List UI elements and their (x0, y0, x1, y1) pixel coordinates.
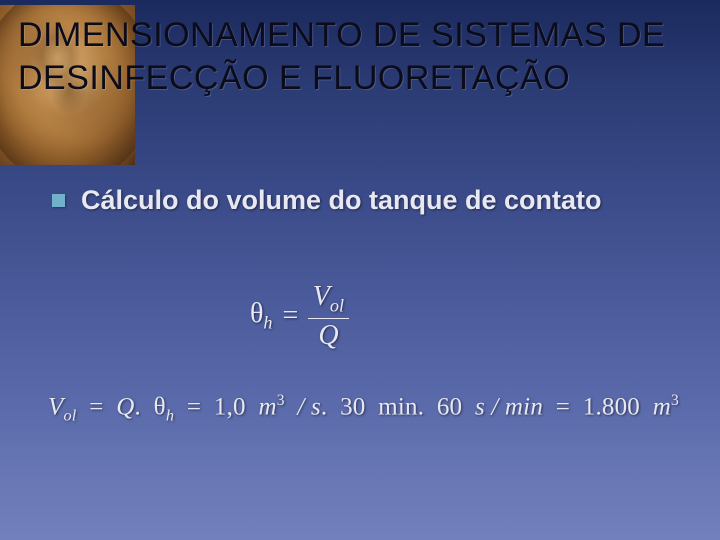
eq2-m1: m (258, 393, 276, 420)
eq2-m2: m (653, 393, 671, 420)
bullet-marker-icon (52, 194, 65, 207)
eq1-num-sub: ol (330, 296, 344, 316)
eq2-eq2: = (187, 393, 201, 420)
eq1-den-Q: Q (308, 318, 348, 350)
eq2-tmin: 30 (340, 393, 365, 420)
eq2-V: V (48, 393, 63, 420)
bullet-text: Cálculo do volume do tanque de contato (81, 184, 602, 218)
bullet-row: Cálculo do volume do tanque de contato (52, 184, 680, 218)
eq2-spm: s / min (475, 393, 543, 420)
eq2-Q: Q (116, 393, 134, 420)
eq2-eq1: = (89, 393, 103, 420)
eq2-exp2: 3 (671, 392, 679, 409)
equation-volume: Vol = Q. θh = 1,0 m3 / s. 30 min. 60 s /… (48, 392, 679, 425)
eq1-num-V: V (313, 281, 330, 312)
eq2-exp1: 3 (277, 392, 285, 409)
eq2-sixty: 60 (437, 393, 462, 420)
eq1-theta-sub: h (263, 313, 272, 333)
eq2-per-s: / s (297, 393, 321, 420)
eq2-dot2: . (321, 393, 327, 420)
eq2-dot3: . (418, 393, 424, 420)
eq2-theta-sub: h (166, 406, 174, 424)
slide: DIMENSIONAMENTO DE SISTEMAS DE DESINFECÇ… (0, 0, 720, 540)
eq2-V-sub: ol (63, 406, 76, 424)
eq2-eq3: = (556, 393, 570, 420)
eq2-result: 1.800 (583, 393, 640, 420)
slide-title: DIMENSIONAMENTO DE SISTEMAS DE DESINFECÇ… (18, 14, 702, 99)
eq1-equals: = (283, 300, 299, 332)
equation-theta: θh = Vol Q (250, 282, 349, 350)
eq2-min: min (378, 393, 418, 420)
eq1-theta: θ (250, 298, 263, 329)
eq2-val1: 1,0 (214, 393, 246, 420)
eq1-fraction: Vol Q (308, 282, 348, 350)
eq2-theta: θ (154, 393, 166, 420)
eq2-dot1: . (135, 393, 141, 420)
